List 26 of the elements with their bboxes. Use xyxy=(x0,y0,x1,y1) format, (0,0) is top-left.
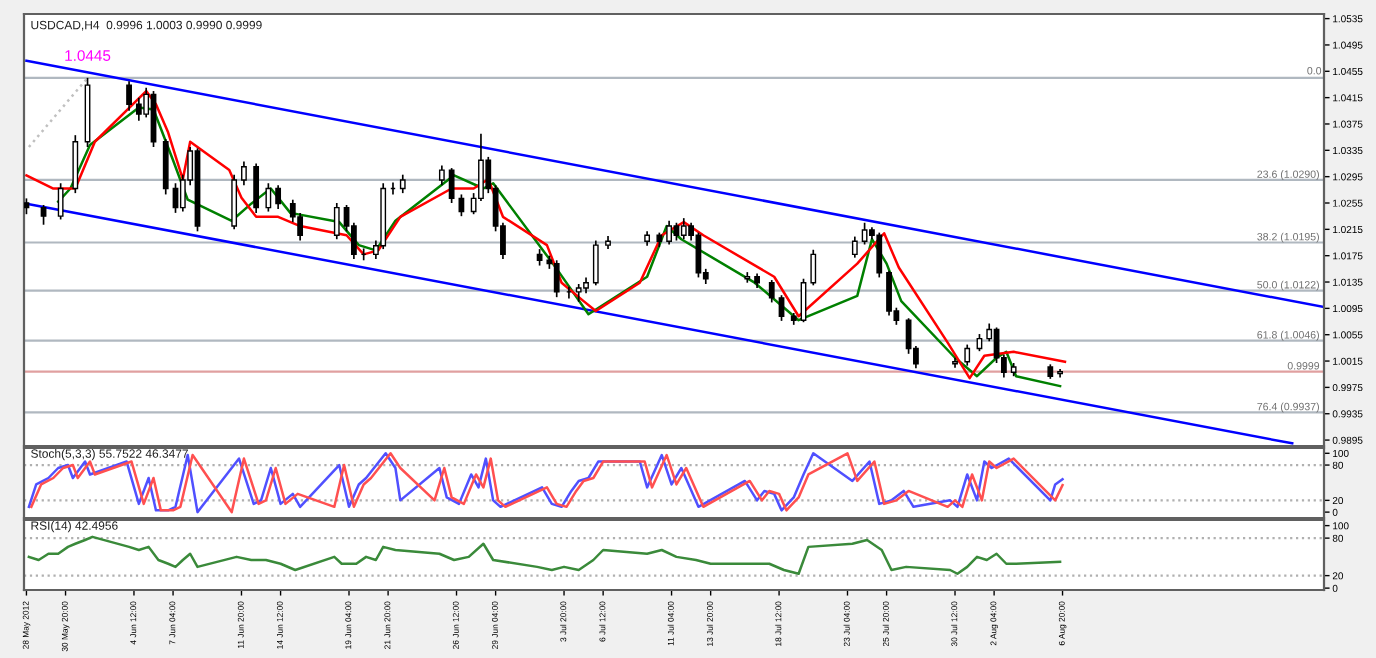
candlestick xyxy=(253,162,260,214)
candlestick xyxy=(876,231,883,279)
candlestick xyxy=(886,269,892,317)
candlestick xyxy=(399,173,406,194)
candlestick xyxy=(680,217,687,241)
candlestick xyxy=(438,164,445,187)
candlestick xyxy=(241,160,247,187)
candlestick xyxy=(666,219,673,246)
candlestick xyxy=(810,248,817,287)
candlestick xyxy=(768,279,775,304)
candlestick xyxy=(861,221,868,246)
candlestick xyxy=(72,134,79,194)
candlestick xyxy=(265,182,272,213)
candlestick xyxy=(162,138,169,196)
candlestick xyxy=(592,239,599,287)
line-series xyxy=(27,535,1062,575)
candlestick xyxy=(851,235,858,259)
candlestick xyxy=(135,96,142,122)
candlestick xyxy=(231,173,238,231)
candlestick xyxy=(57,182,64,221)
candlestick xyxy=(553,259,560,299)
candlestick xyxy=(448,167,455,204)
candlestick xyxy=(275,184,282,210)
candlestick xyxy=(126,80,132,112)
candlestick xyxy=(964,343,971,367)
candlestick xyxy=(333,202,340,241)
